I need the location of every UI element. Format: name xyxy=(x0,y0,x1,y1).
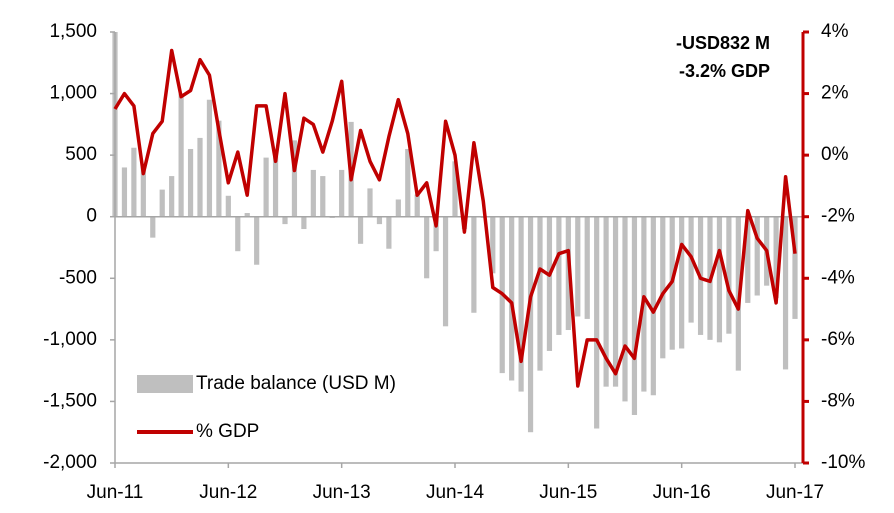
bar xyxy=(206,99,213,217)
bar xyxy=(225,195,231,217)
bar xyxy=(414,194,420,217)
bar xyxy=(603,216,609,387)
x-tick-label: Jun-15 xyxy=(539,482,597,503)
y2-tick-label: -6% xyxy=(821,329,855,350)
bar xyxy=(424,216,430,279)
x-tick-label: Jun-16 xyxy=(653,482,711,503)
y2-tick-label: -4% xyxy=(821,267,855,288)
bar xyxy=(282,216,288,225)
x-tick-label: Jun-14 xyxy=(426,482,485,503)
bar xyxy=(433,216,439,252)
bar xyxy=(216,120,222,217)
legend-swatch xyxy=(137,375,193,393)
bar xyxy=(575,216,581,317)
bar xyxy=(518,216,524,392)
bar xyxy=(556,216,562,335)
bar xyxy=(490,216,496,274)
y-tick-label: -2,000 xyxy=(43,452,97,473)
bar xyxy=(263,157,269,217)
y2-tick-label: -10% xyxy=(821,452,865,473)
bar xyxy=(310,169,316,217)
bar xyxy=(650,216,656,396)
bar xyxy=(386,216,392,249)
line xyxy=(113,48,797,388)
bar xyxy=(178,93,184,217)
y-tick-label: 500 xyxy=(65,144,97,165)
bar xyxy=(395,199,401,217)
legend-label: Trade balance (USD M) xyxy=(196,373,396,394)
bar xyxy=(159,189,165,217)
bar xyxy=(367,188,373,217)
y2-tick-label: 0% xyxy=(821,144,849,165)
y2-tick-label: 4% xyxy=(821,21,849,42)
bar xyxy=(376,216,383,225)
bar xyxy=(594,216,600,429)
bar xyxy=(339,169,345,217)
y-tick-label: -1,000 xyxy=(43,329,97,350)
bar xyxy=(471,216,477,313)
y-tick-label: 1,000 xyxy=(49,83,97,104)
bar xyxy=(244,213,250,217)
bar xyxy=(357,216,364,244)
bar xyxy=(150,216,156,238)
bar xyxy=(612,216,619,387)
legend-label: % GDP xyxy=(196,421,259,442)
bar xyxy=(254,216,260,265)
bar xyxy=(726,216,732,334)
bar xyxy=(716,216,723,343)
bar xyxy=(745,216,751,303)
bar xyxy=(452,161,458,217)
y2-tick-label: -2% xyxy=(821,206,855,227)
annotation: -3.2% GDP xyxy=(679,61,770,81)
bar xyxy=(320,176,326,217)
y-tick-label: 0 xyxy=(86,206,97,227)
bar xyxy=(679,216,685,349)
bar xyxy=(546,216,553,351)
bar xyxy=(688,216,694,323)
bar xyxy=(631,216,638,415)
x-tick-label: Jun-13 xyxy=(313,482,371,503)
y2-tick-label: -8% xyxy=(821,390,855,411)
bar xyxy=(773,216,779,298)
bar xyxy=(792,216,798,319)
bar xyxy=(187,148,194,217)
y2-tick-label: 2% xyxy=(821,83,849,104)
bar xyxy=(121,167,128,217)
x-tick-label: Jun-11 xyxy=(87,482,144,503)
bar xyxy=(140,164,146,217)
y-tick-label: -1,500 xyxy=(43,390,97,411)
x-tick-label: Jun-17 xyxy=(766,482,824,503)
y-tick-label: 1,500 xyxy=(49,21,97,42)
x-tick-label: Jun-12 xyxy=(199,482,257,503)
bar xyxy=(782,216,789,370)
bar xyxy=(131,147,137,217)
bar xyxy=(235,216,241,252)
bar xyxy=(527,216,534,433)
bar xyxy=(509,216,515,381)
bar xyxy=(442,216,449,327)
bar xyxy=(301,216,307,230)
bar xyxy=(660,216,666,359)
bar xyxy=(537,216,543,371)
bar xyxy=(197,137,203,217)
annotation: -USD832 M xyxy=(676,33,770,53)
bar xyxy=(169,176,175,217)
bar xyxy=(622,216,628,402)
y-tick-label: -500 xyxy=(59,267,97,288)
bar xyxy=(291,140,298,217)
bar xyxy=(272,156,279,217)
bar xyxy=(405,148,411,217)
bar xyxy=(584,216,590,319)
bar xyxy=(754,216,760,296)
